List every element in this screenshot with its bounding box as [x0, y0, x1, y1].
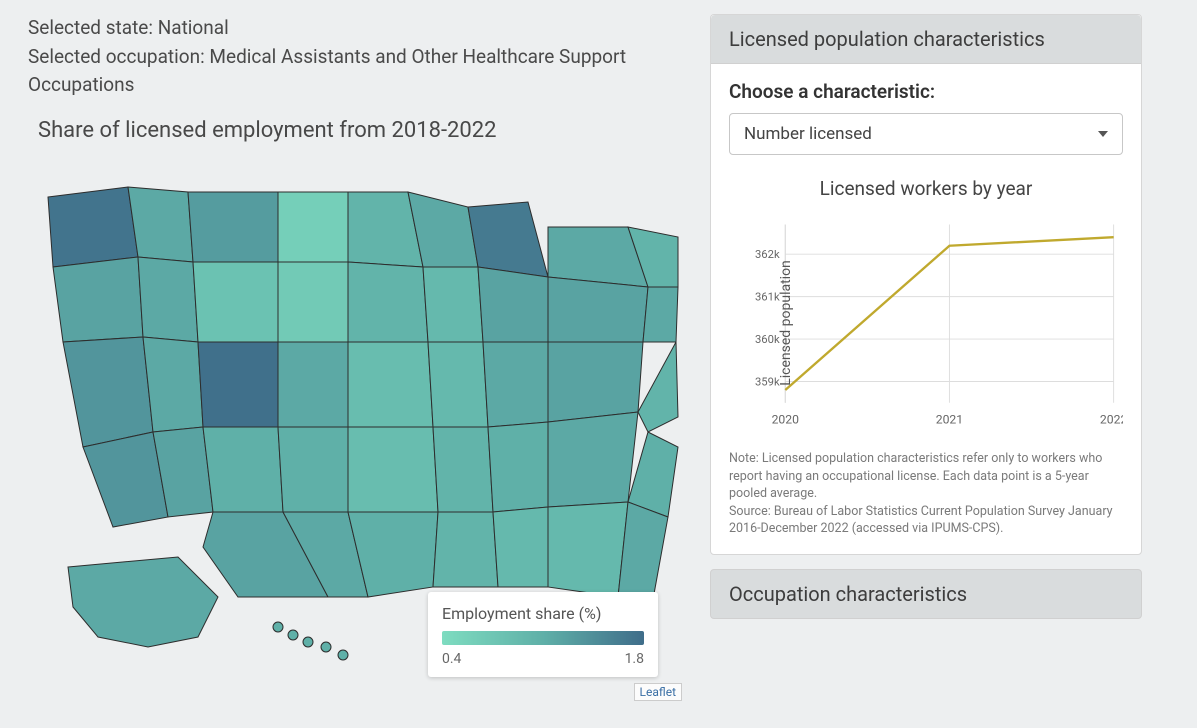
select-value: Number licensed: [744, 124, 872, 144]
selected-state-label: Selected state:: [28, 16, 153, 39]
line-chart-title: Licensed workers by year: [729, 177, 1123, 200]
map-title: Share of licensed employment from 2018-2…: [38, 118, 690, 143]
svg-text:360k: 360k: [755, 333, 780, 346]
svg-text:2020: 2020: [772, 412, 800, 426]
line-chart: Licensed population 359k 360k 361k 362k 2020…: [729, 208, 1123, 438]
svg-text:361k: 361k: [755, 290, 780, 303]
selected-state-value: National: [158, 16, 229, 39]
panel-header-occupation: Occupation characteristics: [729, 582, 967, 606]
svg-text:2022: 2022: [1100, 412, 1123, 426]
map-legend: Employment share (%) 0.4 1.8: [428, 592, 658, 677]
licensed-population-panel: Licensed population characteristics Choo…: [710, 14, 1142, 555]
leaflet-attribution[interactable]: Leaflet: [634, 683, 682, 701]
note-line-2: Source: Bureau of Labor Statistics Curre…: [729, 503, 1123, 538]
choose-characteristic-label: Choose a characteristic:: [729, 80, 1123, 103]
characteristic-select[interactable]: Number licensed: [729, 113, 1123, 155]
legend-min: 0.4: [442, 651, 461, 667]
selected-occupation-label: Selected occupation:: [28, 45, 205, 68]
selected-occupation-line: Selected occupation: Medical Assistants …: [28, 43, 690, 100]
legend-max: 1.8: [625, 651, 644, 667]
panel-header-licensed[interactable]: Licensed population characteristics: [711, 15, 1141, 64]
svg-text:2021: 2021: [936, 412, 963, 426]
note-line-1: Note: Licensed population characteristic…: [729, 450, 1123, 503]
choropleth-map[interactable]: Employment share (%) 0.4 1.8 Leaflet: [28, 167, 688, 707]
chart-note: Note: Licensed population characteristic…: [729, 450, 1123, 538]
chevron-down-icon: [1098, 131, 1108, 137]
selected-state-line: Selected state: National: [28, 14, 690, 43]
svg-text:362k: 362k: [755, 248, 780, 261]
occupation-characteristics-panel[interactable]: Occupation characteristics: [710, 569, 1142, 619]
legend-title: Employment share (%): [442, 604, 644, 623]
line-chart-ylabel: Licensed population: [778, 260, 794, 386]
legend-gradient: [442, 631, 644, 645]
svg-text:359k: 359k: [755, 375, 780, 388]
